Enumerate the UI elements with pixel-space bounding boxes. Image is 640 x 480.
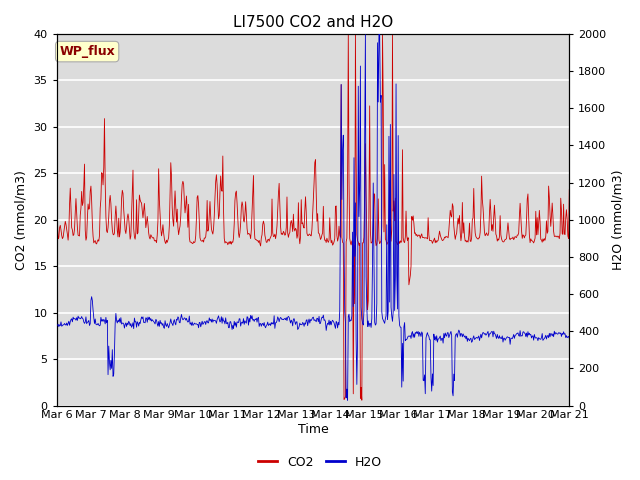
Legend: CO2, H2O: CO2, H2O [253, 451, 387, 474]
Y-axis label: H2O (mmol/m3): H2O (mmol/m3) [612, 169, 625, 270]
Title: LI7500 CO2 and H2O: LI7500 CO2 and H2O [233, 15, 393, 30]
Text: WP_flux: WP_flux [60, 45, 115, 58]
Y-axis label: CO2 (mmol/m3): CO2 (mmol/m3) [15, 170, 28, 270]
X-axis label: Time: Time [298, 423, 328, 436]
